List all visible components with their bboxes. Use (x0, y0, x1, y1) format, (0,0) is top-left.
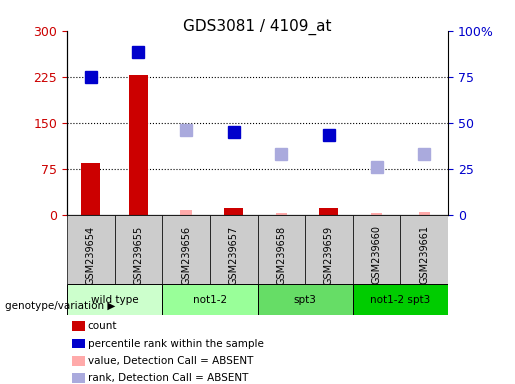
Text: not1-2: not1-2 (193, 295, 227, 305)
Text: spt3: spt3 (294, 295, 317, 305)
FancyBboxPatch shape (353, 215, 401, 284)
Bar (224, 208, 243, 215)
Bar (276, 213, 287, 215)
Text: GDS3081 / 4109_at: GDS3081 / 4109_at (183, 19, 332, 35)
Text: percentile rank within the sample: percentile rank within the sample (88, 339, 264, 349)
FancyBboxPatch shape (258, 215, 305, 284)
FancyBboxPatch shape (353, 284, 448, 315)
Bar (129, 75, 148, 215)
FancyBboxPatch shape (258, 284, 353, 315)
FancyBboxPatch shape (67, 284, 162, 315)
FancyBboxPatch shape (67, 215, 114, 284)
Bar (419, 212, 430, 215)
FancyBboxPatch shape (401, 215, 448, 284)
Text: GSM239656: GSM239656 (181, 225, 191, 285)
Bar (180, 210, 192, 215)
Text: GSM239655: GSM239655 (133, 225, 143, 285)
FancyBboxPatch shape (305, 215, 353, 284)
Text: value, Detection Call = ABSENT: value, Detection Call = ABSENT (88, 356, 253, 366)
FancyBboxPatch shape (114, 215, 162, 284)
Text: GSM239660: GSM239660 (372, 225, 382, 285)
Bar (371, 213, 382, 215)
Text: rank, Detection Call = ABSENT: rank, Detection Call = ABSENT (88, 373, 248, 383)
Text: wild type: wild type (91, 295, 139, 305)
Bar (319, 208, 338, 215)
Text: GSM239657: GSM239657 (229, 225, 238, 285)
Text: genotype/variation ▶: genotype/variation ▶ (5, 301, 115, 311)
Text: count: count (88, 321, 117, 331)
Text: not1-2 spt3: not1-2 spt3 (370, 295, 431, 305)
Text: GSM239658: GSM239658 (277, 225, 286, 285)
FancyBboxPatch shape (162, 215, 210, 284)
Text: GSM239661: GSM239661 (419, 225, 429, 285)
Text: GSM239659: GSM239659 (324, 225, 334, 285)
Text: GSM239654: GSM239654 (86, 225, 96, 285)
Bar (81, 163, 100, 215)
FancyBboxPatch shape (210, 215, 258, 284)
FancyBboxPatch shape (162, 284, 258, 315)
